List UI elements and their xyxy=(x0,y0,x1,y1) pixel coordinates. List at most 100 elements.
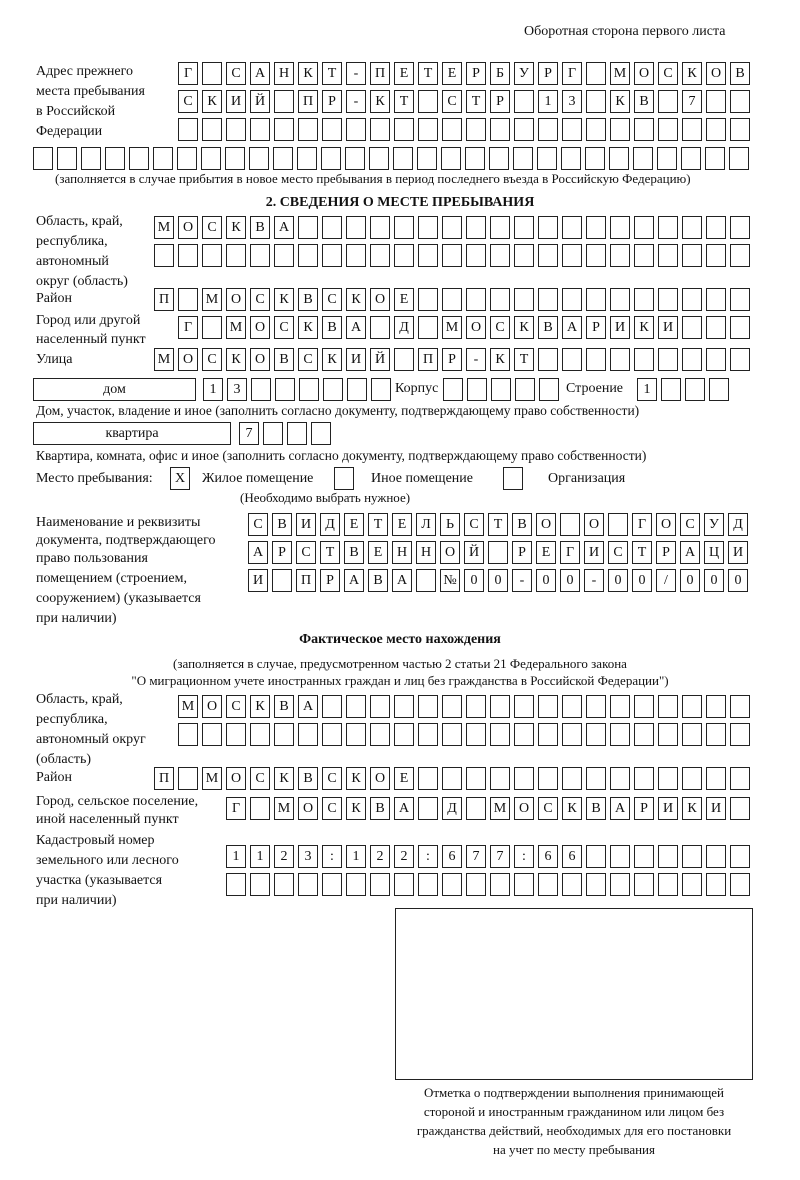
char-cell[interactable]: К xyxy=(202,90,222,113)
prev-address-row[interactable] xyxy=(178,118,754,141)
char-cell[interactable]: О xyxy=(226,288,246,311)
char-cell[interactable] xyxy=(178,767,198,790)
char-cell[interactable]: Н xyxy=(416,541,436,564)
char-cell[interactable]: Г xyxy=(632,513,652,536)
char-cell[interactable] xyxy=(661,378,681,401)
char-cell[interactable]: Е xyxy=(442,62,462,85)
char-cell[interactable] xyxy=(513,147,533,170)
char-cell[interactable]: 3 xyxy=(227,378,247,401)
char-cell[interactable] xyxy=(346,244,366,267)
char-cell[interactable] xyxy=(442,118,462,141)
char-cell[interactable] xyxy=(418,695,438,718)
char-cell[interactable]: Р xyxy=(656,541,676,564)
char-cell[interactable] xyxy=(610,288,630,311)
char-cell[interactable] xyxy=(610,348,630,371)
char-cell[interactable]: - xyxy=(512,569,532,592)
char-cell[interactable] xyxy=(251,378,271,401)
char-cell[interactable] xyxy=(633,147,653,170)
char-cell[interactable] xyxy=(202,62,222,85)
char-cell[interactable]: В xyxy=(512,513,532,536)
char-cell[interactable]: 1 xyxy=(203,378,223,401)
char-cell[interactable] xyxy=(369,147,389,170)
char-cell[interactable]: В xyxy=(298,288,318,311)
char-cell[interactable] xyxy=(298,873,318,896)
char-cell[interactable]: Й xyxy=(250,90,270,113)
char-cell[interactable]: 0 xyxy=(536,569,556,592)
char-cell[interactable] xyxy=(105,147,125,170)
char-cell[interactable] xyxy=(466,288,486,311)
char-cell[interactable] xyxy=(418,118,438,141)
char-cell[interactable] xyxy=(154,244,174,267)
char-cell[interactable] xyxy=(346,873,366,896)
char-cell[interactable] xyxy=(443,378,463,401)
char-cell[interactable] xyxy=(417,147,437,170)
char-cell[interactable] xyxy=(706,873,726,896)
char-cell[interactable]: К xyxy=(250,695,270,718)
char-cell[interactable]: 0 xyxy=(560,569,580,592)
char-cell[interactable] xyxy=(730,316,750,339)
document-row[interactable]: И П Р А В А № 0 0-0 0-0 0/0 0 0 xyxy=(248,569,752,592)
char-cell[interactable]: : xyxy=(514,845,534,868)
char-cell[interactable] xyxy=(346,723,366,746)
char-cell[interactable] xyxy=(634,348,654,371)
char-cell[interactable] xyxy=(274,873,294,896)
char-cell[interactable]: М xyxy=(490,797,510,820)
option-checkbox[interactable] xyxy=(334,467,354,490)
char-cell[interactable] xyxy=(658,244,678,267)
char-cell[interactable] xyxy=(393,147,413,170)
char-cell[interactable] xyxy=(153,147,173,170)
char-cell[interactable]: В xyxy=(274,348,294,371)
char-cell[interactable] xyxy=(489,147,509,170)
char-cell[interactable]: С xyxy=(490,316,510,339)
char-cell[interactable] xyxy=(466,695,486,718)
char-cell[interactable] xyxy=(418,873,438,896)
char-cell[interactable]: Р xyxy=(322,90,342,113)
char-cell[interactable] xyxy=(682,288,702,311)
char-cell[interactable]: Й xyxy=(370,348,390,371)
char-cell[interactable] xyxy=(347,378,367,401)
char-cell[interactable]: В xyxy=(538,316,558,339)
char-cell[interactable] xyxy=(682,695,702,718)
char-cell[interactable] xyxy=(441,147,461,170)
char-cell[interactable] xyxy=(178,288,198,311)
char-cell[interactable] xyxy=(322,695,342,718)
char-cell[interactable]: М xyxy=(154,216,174,239)
apartment-type-field[interactable]: квартира xyxy=(33,422,231,445)
char-cell[interactable] xyxy=(202,723,222,746)
cadastre-row[interactable] xyxy=(226,873,754,896)
char-cell[interactable] xyxy=(730,767,750,790)
char-cell[interactable]: И xyxy=(658,316,678,339)
char-cell[interactable]: К xyxy=(610,90,630,113)
char-cell[interactable] xyxy=(610,767,630,790)
char-cell[interactable] xyxy=(706,90,726,113)
char-cell[interactable] xyxy=(539,378,559,401)
char-cell[interactable]: О xyxy=(440,541,460,564)
char-cell[interactable] xyxy=(514,723,534,746)
char-cell[interactable]: С xyxy=(322,767,342,790)
char-cell[interactable]: К xyxy=(346,288,366,311)
char-cell[interactable] xyxy=(730,348,750,371)
char-cell[interactable]: С xyxy=(248,513,268,536)
char-cell[interactable] xyxy=(298,244,318,267)
char-cell[interactable] xyxy=(610,244,630,267)
char-cell[interactable] xyxy=(730,873,750,896)
char-cell[interactable]: О xyxy=(536,513,556,536)
char-cell[interactable] xyxy=(586,62,606,85)
char-cell[interactable] xyxy=(730,244,750,267)
char-cell[interactable] xyxy=(370,118,390,141)
char-cell[interactable]: Т xyxy=(466,90,486,113)
char-cell[interactable] xyxy=(562,695,582,718)
char-cell[interactable]: О xyxy=(466,316,486,339)
char-cell[interactable]: М xyxy=(610,62,630,85)
char-cell[interactable]: 0 xyxy=(464,569,484,592)
char-cell[interactable] xyxy=(634,216,654,239)
char-cell[interactable]: Е xyxy=(394,288,414,311)
char-cell[interactable]: О xyxy=(202,695,222,718)
char-cell[interactable] xyxy=(538,288,558,311)
char-cell[interactable] xyxy=(322,216,342,239)
char-cell[interactable]: : xyxy=(322,845,342,868)
char-cell[interactable] xyxy=(682,723,702,746)
char-cell[interactable] xyxy=(33,147,53,170)
